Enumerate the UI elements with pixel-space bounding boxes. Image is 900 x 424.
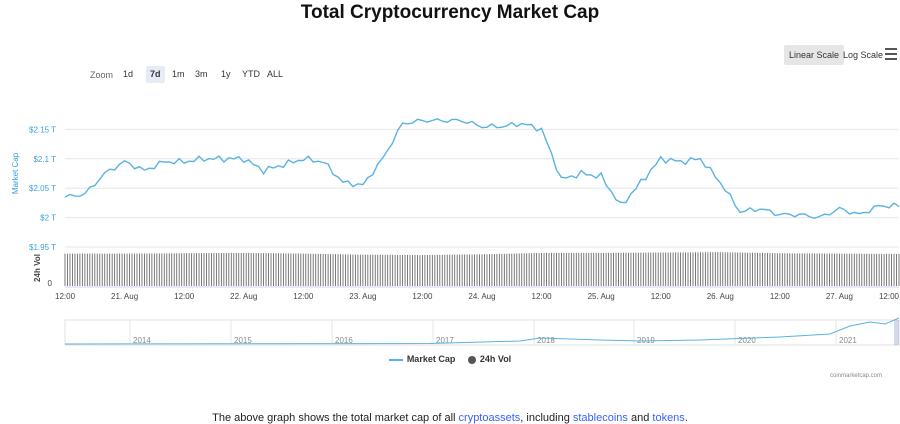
y-tick-label: $1.95 T xyxy=(29,243,56,252)
line-icon xyxy=(388,358,403,361)
navigator-year-label: 2018 xyxy=(537,336,555,345)
navigator-year-label: 2016 xyxy=(335,336,353,345)
x-tick-label: 26. Aug xyxy=(707,292,734,301)
y-tick-label: $2.1 T xyxy=(33,155,56,164)
zoom-all-button[interactable]: ALL xyxy=(267,69,284,79)
navigator-frame xyxy=(64,319,900,346)
navigator-selection xyxy=(894,320,899,345)
zoom-1m-button[interactable]: 1m xyxy=(172,69,185,79)
legend-market-cap-label: Market Cap xyxy=(406,354,456,364)
log-scale-button[interactable]: Log Scale xyxy=(843,50,884,60)
navigator-year-label: 2014 xyxy=(133,336,151,345)
navigator-year-label: 2015 xyxy=(234,336,252,345)
dot-icon xyxy=(467,355,476,364)
x-tick-label: 25. Aug xyxy=(588,292,615,301)
chart-title: Total Cryptocurrency Market Cap xyxy=(300,2,600,23)
credit-text: coinmarketcap.com xyxy=(830,373,883,379)
x-tick-label: 22. Aug xyxy=(230,292,257,301)
stablecoins-link[interactable]: stablecoins xyxy=(572,412,628,424)
zoom-1y-button[interactable]: 1y xyxy=(221,69,231,79)
zoom-7d-button[interactable]: 7d xyxy=(146,66,165,83)
x-tick-label: 24. Aug xyxy=(468,292,495,301)
legend-market-cap[interactable]: Market Cap xyxy=(388,354,456,364)
x-tick-label: 12:00 xyxy=(174,292,195,301)
y-tick-label: $2.05 T xyxy=(29,184,56,193)
footer-text: The above graph shows the total market c… xyxy=(212,412,459,424)
legend-volume[interactable]: 24h Vol xyxy=(467,354,512,364)
y-axis-title: Market Cap xyxy=(11,152,20,194)
volume-zero-tick: 0 xyxy=(48,279,53,288)
zoom-label: Zoom xyxy=(90,70,114,80)
market-cap-line xyxy=(64,118,900,220)
market-cap-chart: $1.95 T $2 T $2.05 T $2.1 T $2.15 T Market Ca… xyxy=(11,118,900,346)
x-tick-label: 21. Aug xyxy=(111,292,138,301)
chart-legend: Market Cap 24h Vol xyxy=(0,354,900,364)
x-tick-label: 12:00 xyxy=(879,292,900,301)
navigator-year-label: 2017 xyxy=(436,336,454,345)
linear-scale-button[interactable]: Linear Scale xyxy=(784,45,845,65)
navigator-year-label: 2021 xyxy=(839,336,857,345)
y-tick-label: $2.15 T xyxy=(29,125,56,134)
footer-text: . xyxy=(684,412,688,424)
zoom-ytd-button[interactable]: YTD xyxy=(242,69,260,79)
volume-axis-title: 24h Vol xyxy=(33,254,42,282)
x-tick-label: 12:00 xyxy=(651,292,672,301)
tokens-link[interactable]: tokens xyxy=(652,412,685,424)
navigator-line xyxy=(64,317,900,345)
legend-volume-label: 24h Vol xyxy=(479,354,512,364)
x-tick-label: 12:00 xyxy=(55,292,76,301)
x-tick-label: 12:00 xyxy=(293,292,314,301)
x-tick-label: 27. Aug xyxy=(826,292,853,301)
zoom-3m-button[interactable]: 3m xyxy=(195,69,208,79)
footer-description: The above graph shows the total market c… xyxy=(0,412,900,424)
cryptoassets-link[interactable]: cryptoassets xyxy=(458,412,521,424)
hamburger-menu-icon[interactable] xyxy=(885,48,897,60)
x-tick-label: 23. Aug xyxy=(349,292,376,301)
footer-text: and xyxy=(627,412,653,424)
navigator-year-label: 2020 xyxy=(738,336,756,345)
y-tick-label: $2 T xyxy=(40,214,56,223)
x-tick-label: 12:00 xyxy=(412,292,433,301)
zoom-1d-button[interactable]: 1d xyxy=(123,69,134,79)
x-tick-label: 12:00 xyxy=(770,292,791,301)
x-tick-label: 12:00 xyxy=(532,292,553,301)
footer-text: , including xyxy=(520,412,573,424)
